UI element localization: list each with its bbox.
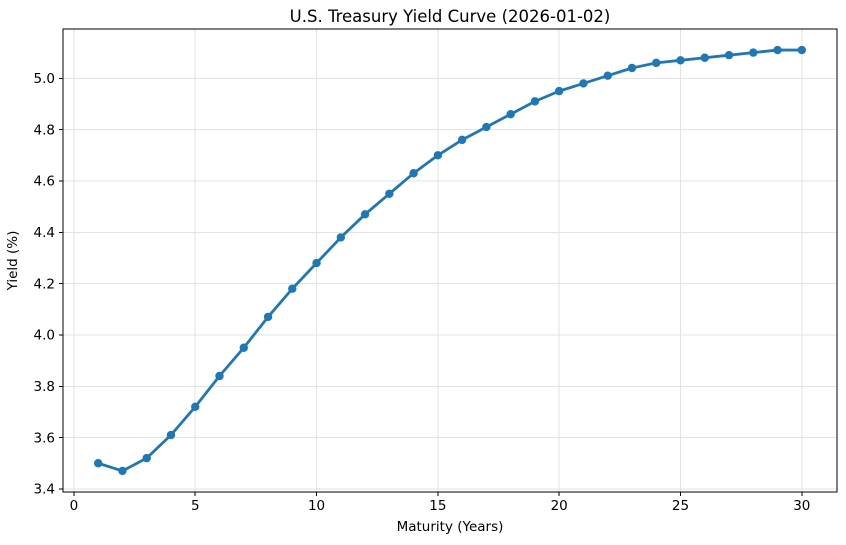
y-tick-label: 3.8 (34, 379, 55, 395)
x-tick-label: 25 (672, 498, 689, 514)
y-tick-label: 4.0 (34, 328, 55, 344)
data-point-marker (700, 53, 709, 62)
y-tick-label: 4.6 (34, 174, 55, 190)
data-point-marker (579, 79, 588, 88)
data-point-marker (336, 233, 346, 242)
x-tick-label: 15 (429, 498, 446, 514)
yield-curve-line (96, 48, 804, 473)
data-point-marker (482, 122, 491, 132)
y-tick-label: 3.6 (34, 430, 55, 446)
data-point-marker (385, 189, 394, 198)
data-point-marker (676, 56, 685, 65)
x-tick-label: 10 (308, 498, 325, 514)
y-tick-label: 5.0 (34, 71, 55, 87)
data-point-marker (506, 110, 515, 119)
y-tick-label: 4.2 (34, 276, 55, 292)
data-point-marker (627, 63, 637, 73)
data-point-marker (118, 466, 127, 476)
data-point-marker (773, 45, 782, 55)
data-point-marker (724, 50, 734, 60)
x-tick-label: 20 (551, 498, 568, 514)
chart-title: U.S. Treasury Yield Curve (2026-01-02) (290, 7, 611, 26)
data-point-marker (360, 210, 370, 219)
axis-layer: 0 5 10 15 20 25 30 3.4 3.6 3.8 4.0 4.2 4.4 4.6 4.8 5.0 (34, 28, 838, 514)
data-point-marker (166, 430, 176, 440)
data-point-marker (797, 45, 807, 55)
y-tick-label: 3.4 (34, 482, 55, 498)
data-point-marker (93, 459, 103, 468)
data-point-marker (457, 135, 467, 145)
grid-layer (63, 29, 837, 492)
y-tick-label: 4.4 (34, 225, 55, 241)
data-point-marker (433, 151, 443, 160)
data-point-marker (312, 258, 321, 268)
x-tick-label: 0 (70, 498, 79, 514)
plot-spines (62, 28, 838, 493)
data-point-marker (239, 343, 248, 352)
data-point-marker (215, 371, 224, 381)
x-tick-label: 30 (793, 498, 810, 514)
data-point-marker (554, 86, 564, 96)
data-point-marker (603, 71, 612, 80)
data-series-layer (93, 45, 807, 476)
x-axis-label: Maturity (Years) (397, 519, 504, 535)
data-point-marker (652, 58, 661, 68)
data-point-marker (749, 48, 758, 57)
data-point-marker (142, 453, 151, 463)
data-point-marker (530, 97, 540, 106)
y-axis-label: Yield (%) (5, 231, 21, 292)
x-tick-label: 5 (191, 498, 200, 514)
data-point-marker (263, 312, 273, 322)
data-point-marker (288, 284, 297, 293)
data-point-marker (191, 402, 200, 411)
data-point-marker (409, 169, 418, 178)
y-tick-label: 4.8 (34, 122, 55, 138)
